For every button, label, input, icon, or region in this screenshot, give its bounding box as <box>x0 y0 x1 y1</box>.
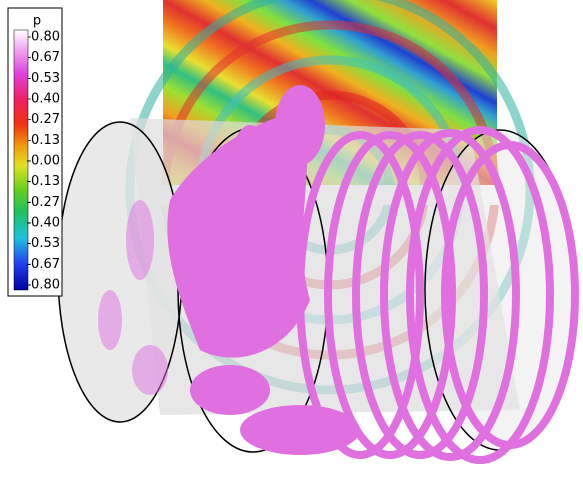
colorbar-label: 0.27 <box>31 112 60 127</box>
colorbar <box>13 29 29 291</box>
vortex-structures <box>98 85 360 455</box>
colorbar-label: -0.67 <box>26 257 60 272</box>
colorbar-label: 0.80 <box>31 30 60 45</box>
colorbar-label: -0.80 <box>26 278 60 293</box>
colorbar-label: -0.53 <box>26 236 60 251</box>
colorbar-label: 0.53 <box>31 71 60 86</box>
colorbar-label: 0.40 <box>31 92 60 107</box>
colorbar-title: p <box>33 14 41 29</box>
colorbar-label: 0.67 <box>31 50 60 65</box>
colorbar-label: -0.13 <box>26 174 60 189</box>
colorbar-label: -0.27 <box>26 195 60 210</box>
colorbar-label: -0.40 <box>26 216 60 231</box>
colorbar-label: -0.00 <box>26 154 60 169</box>
colorbar-label: 0.13 <box>31 133 60 148</box>
